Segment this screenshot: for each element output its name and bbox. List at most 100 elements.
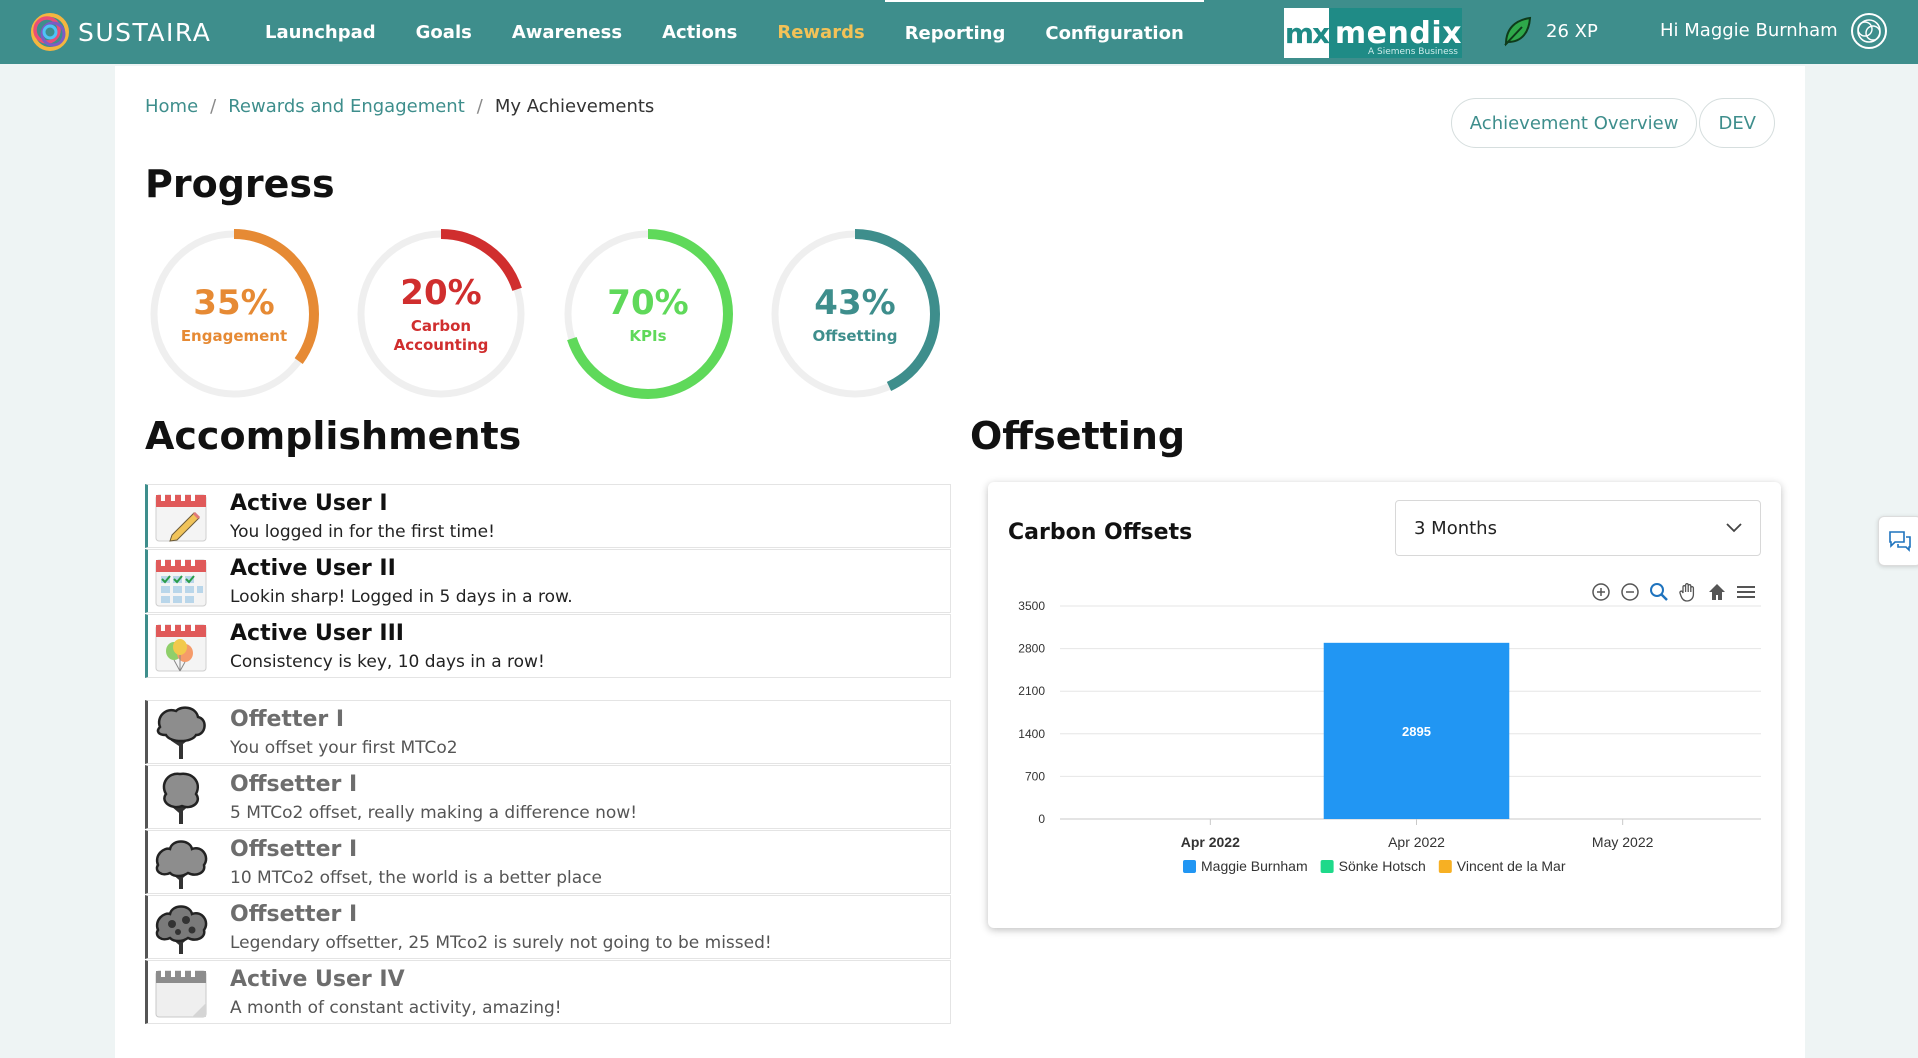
- calendar-checks-icon: [155, 556, 207, 607]
- mendix-wordmark: mendix: [1334, 15, 1462, 51]
- leaf-icon: [1504, 16, 1532, 47]
- y-tick-label: 0: [1038, 812, 1045, 826]
- sustaira-logo-icon: [31, 13, 69, 51]
- gauge-percent: 70%: [607, 282, 689, 323]
- accomplishments-heading: Accomplishments: [145, 414, 522, 458]
- gauge-label: Offsetting: [812, 326, 898, 345]
- user-avatar-icon[interactable]: [1850, 12, 1888, 50]
- locked-list: Offetter I You offset your first MTCo2 O…: [145, 700, 951, 1025]
- breadcrumb-separator: /: [476, 96, 483, 117]
- nav-awareness[interactable]: Awareness: [511, 21, 623, 43]
- locked-achievement-item[interactable]: Offsetter I 5 MTCo2 offset, really makin…: [145, 765, 951, 829]
- achievement-description: You logged in for the first time!: [230, 521, 495, 542]
- legend-label: Vincent de la Mar: [1457, 858, 1566, 874]
- gauge-kpis: 70% KPIs: [560, 226, 736, 402]
- top-nav-bar: SUSTAIRA Launchpad Goals Awareness Actio…: [0, 0, 1918, 64]
- gauge-carbon-accounting: 20% Carbon Accounting: [353, 226, 529, 402]
- achievement-title: Offsetter I: [230, 771, 358, 797]
- zoom-select-icon[interactable]: [1646, 580, 1672, 604]
- tree-icon: [155, 905, 208, 954]
- offsetting-heading: Offsetting: [970, 414, 1186, 458]
- dev-button[interactable]: DEV: [1699, 98, 1775, 148]
- brand[interactable]: SUSTAIRA: [30, 12, 245, 52]
- gauge-label: Carbon Accounting: [393, 317, 489, 354]
- chart-bar: [1323, 642, 1510, 819]
- chevron-down-icon: [1726, 523, 1742, 533]
- xp-display[interactable]: 26 XP: [1500, 14, 1598, 48]
- y-tick-label: 700: [1025, 769, 1045, 783]
- mendix-logo: mx mendix A Siemens Business: [1284, 8, 1462, 58]
- range-select-value: 3 Months: [1414, 517, 1497, 539]
- menu-icon[interactable]: [1733, 580, 1759, 604]
- mendix-mx-mark: mx: [1284, 8, 1330, 58]
- gauge-percent: 20%: [400, 273, 482, 313]
- achievement-description: You offset your first MTCo2: [230, 737, 458, 758]
- achievement-title: Active User II: [230, 555, 396, 581]
- xp-value: 26 XP: [1546, 20, 1598, 42]
- x-tick-label: May 2022: [1592, 834, 1654, 850]
- carbon-offsets-card: Carbon Offsets 3 Months 0 700 1400 2100 2800…: [988, 482, 1781, 928]
- chart-title: Carbon Offsets: [1008, 520, 1193, 545]
- breadcrumb-current: My Achievements: [494, 96, 655, 117]
- y-tick-label: 2800: [1018, 642, 1045, 656]
- y-tick-label: 1400: [1018, 727, 1045, 741]
- achievement-item[interactable]: Active User I You logged in for the firs…: [145, 484, 951, 548]
- nav-configuration[interactable]: Configuration: [1025, 0, 1204, 64]
- gauge-ring: [149, 229, 319, 399]
- achievement-item[interactable]: Active User III Consistency is key, 10 d…: [145, 614, 951, 678]
- breadcrumb-separator: /: [210, 96, 217, 117]
- achievement-title: Offsetter I: [230, 836, 358, 862]
- locked-achievement-item[interactable]: Offsetter I 10 MTCo2 offset, the world i…: [145, 830, 951, 894]
- achievement-description: 10 MTCo2 offset, the world is a better p…: [230, 867, 602, 888]
- achievement-description: Lookin sharp! Logged in 5 days in a row.: [230, 586, 573, 607]
- nav-reporting[interactable]: Reporting: [884, 0, 1026, 64]
- range-select[interactable]: 3 Months: [1395, 500, 1761, 556]
- achievement-item[interactable]: Active User II Lookin sharp! Logged in 5…: [145, 549, 951, 613]
- user-greeting[interactable]: Hi Maggie Burnham: [1660, 20, 1838, 41]
- calendar-balloons-icon: [155, 621, 207, 672]
- nav-rewards[interactable]: Rewards: [777, 21, 865, 43]
- legend-label: Sönke Hotsch: [1339, 858, 1426, 874]
- y-tick-label: 2100: [1018, 684, 1045, 698]
- legend-label: Maggie Burnham: [1201, 858, 1308, 874]
- tree-icon: [162, 772, 199, 824]
- x-tick-label: Apr 2022: [1388, 834, 1445, 850]
- achievement-title: Offetter I: [230, 706, 345, 732]
- breadcrumb-rewards[interactable]: Rewards and Engagement: [228, 96, 465, 117]
- gauge-engagement: 35% Engagement: [146, 226, 322, 402]
- breadcrumb: Home / Rewards and Engagement / My Achie…: [145, 96, 654, 117]
- progress-heading: Progress: [145, 162, 335, 206]
- locked-achievement-item[interactable]: Active User IV A month of constant activ…: [145, 960, 951, 1024]
- x-tick-label: Apr 2022: [1181, 834, 1240, 850]
- achievement-description: Legendary offsetter, 25 MTco2 is surely …: [230, 932, 772, 953]
- achieved-list: Active User I You logged in for the firs…: [145, 484, 951, 679]
- locked-achievement-item[interactable]: Offetter I You offset your first MTCo2: [145, 700, 951, 764]
- gauge-offsetting: 43% Offsetting: [767, 226, 943, 402]
- gauge-ring: [770, 229, 940, 399]
- chart-toolbar: [1588, 580, 1762, 604]
- pan-hand-icon[interactable]: [1675, 580, 1701, 604]
- legend-swatch: [1320, 860, 1334, 873]
- legend-swatch: [1183, 860, 1196, 873]
- achievement-description: Consistency is key, 10 days in a row!: [230, 651, 545, 672]
- nav-actions[interactable]: Actions: [662, 21, 738, 43]
- achievement-title: Active User III: [230, 620, 404, 646]
- nav-goals[interactable]: Goals: [415, 21, 472, 43]
- gauge-percent: 35%: [193, 282, 275, 323]
- brand-name: SUSTAIRA: [78, 17, 212, 47]
- achievement-title: Active User I: [230, 490, 388, 516]
- gauge-label: KPIs: [629, 326, 667, 345]
- gauge-label: Engagement: [180, 326, 288, 345]
- chat-icon[interactable]: [1878, 516, 1918, 566]
- zoom-in-icon[interactable]: [1588, 580, 1614, 604]
- achievement-title: Offsetter I: [230, 901, 358, 927]
- achievement-title: Active User IV: [230, 966, 405, 992]
- zoom-out-icon[interactable]: [1617, 580, 1643, 604]
- nav-launchpad[interactable]: Launchpad: [265, 21, 376, 43]
- breadcrumb-home[interactable]: Home: [145, 96, 199, 117]
- achievement-overview-button[interactable]: Achievement Overview: [1450, 98, 1698, 148]
- reset-home-icon[interactable]: [1704, 580, 1730, 604]
- locked-achievement-item[interactable]: Offsetter I Legendary offsetter, 25 MTco…: [145, 895, 951, 959]
- legend-swatch: [1438, 860, 1452, 873]
- header-buttons: Achievement Overview DEV: [1449, 98, 1775, 148]
